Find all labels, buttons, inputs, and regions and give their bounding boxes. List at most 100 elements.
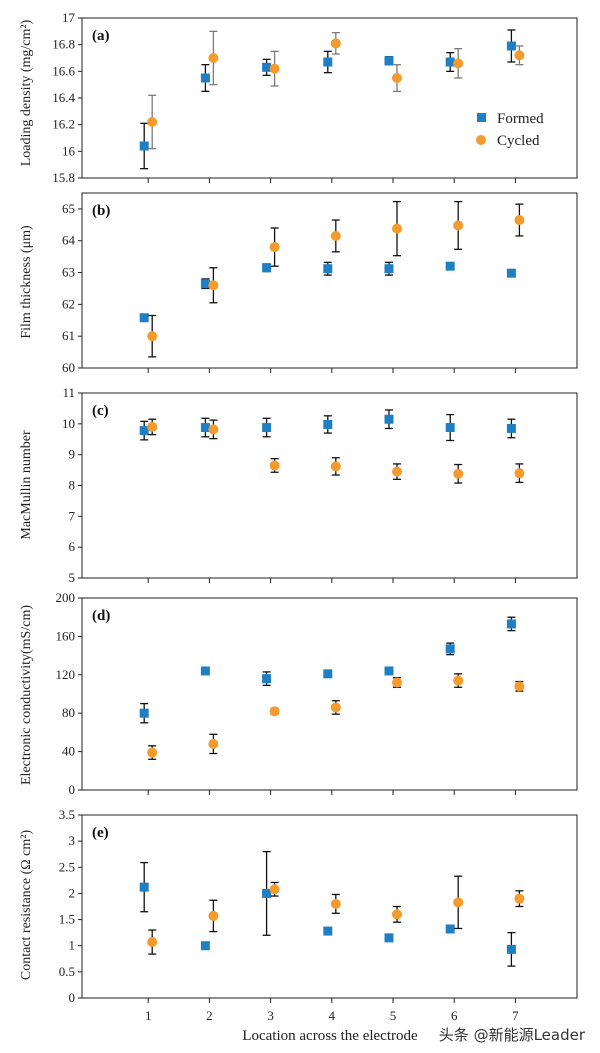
y-tick-label: 40 <box>62 744 75 759</box>
data-point-formed <box>445 924 455 934</box>
data-point-cycled <box>453 468 464 479</box>
y-tick-label: 120 <box>56 667 76 682</box>
y-axis-title: Film thickness (μm) <box>19 225 34 339</box>
data-point-formed <box>506 423 516 433</box>
data-point-formed <box>262 423 272 433</box>
x-tick-label: 1 <box>145 1008 152 1023</box>
panel-label: (d) <box>92 608 110 624</box>
data-point-cycled <box>208 53 219 63</box>
data-point-cycled <box>330 461 341 472</box>
data-point-formed <box>384 414 394 424</box>
data-point-formed <box>506 41 516 51</box>
data-point-formed <box>506 619 516 629</box>
data-point-cycled <box>269 63 280 74</box>
data-point-formed <box>139 708 149 718</box>
y-tick-label: 2.5 <box>59 859 75 874</box>
legend-label-formed: Formed <box>497 111 544 127</box>
x-tick-label: 6 <box>451 1008 458 1023</box>
data-point-cycled <box>453 897 464 908</box>
data-point-formed <box>262 674 272 684</box>
data-point-formed <box>139 313 149 323</box>
chart-panel-c: 5 6 7 8 9 10 11 MacMullin number (c) <box>19 385 578 585</box>
y-axis-title: Contact resistance (Ω cm²) <box>19 830 34 981</box>
data-point-formed <box>384 56 394 66</box>
data-point-cycled <box>147 937 158 948</box>
data-point-cycled <box>392 677 402 688</box>
chart-panel-e: 0 0.5 1 1.5 2 2.5 3 3.5 1 2 3 4 5 6 7 Contact resistanc… <box>19 807 578 1023</box>
y-tick-label: 16.2 <box>52 117 75 132</box>
y-tick-label: 7 <box>69 508 76 523</box>
data-point-cycled <box>269 884 280 895</box>
y-tick-label: 9 <box>69 447 76 462</box>
x-axis-title: Location across the electrode <box>242 1028 418 1044</box>
series-cycled <box>147 418 525 484</box>
data-point-cycled <box>453 675 464 686</box>
data-point-formed <box>200 666 210 676</box>
y-tick-label: 200 <box>56 590 76 605</box>
y-tick-label: 2 <box>69 885 76 900</box>
data-point-formed <box>323 926 333 936</box>
y-tick-label: 11 <box>62 385 75 400</box>
data-point-formed <box>262 62 272 72</box>
data-point-formed <box>200 279 210 289</box>
panel-label: (e) <box>92 825 109 841</box>
data-point-formed <box>200 941 210 951</box>
legend-marker-formed <box>477 113 486 122</box>
data-point-formed <box>323 57 333 67</box>
data-point-cycled <box>514 215 525 226</box>
legend-marker-cycled <box>476 135 486 145</box>
panel-label: (a) <box>92 28 110 44</box>
y-tick-label: 16.4 <box>52 90 75 105</box>
y-tick-label: 3.5 <box>59 807 75 822</box>
y-tick-label: 16.6 <box>52 63 75 78</box>
y-tick-label: 160 <box>56 628 76 643</box>
y-tick-label: 1.5 <box>59 912 75 927</box>
data-point-cycled <box>514 468 525 479</box>
y-tick-label: 0.5 <box>59 964 75 979</box>
data-point-formed <box>323 419 333 429</box>
y-tick-label: 64 <box>62 233 76 248</box>
data-point-cycled <box>147 747 158 758</box>
data-point-formed <box>262 263 272 273</box>
series-formed <box>139 616 516 724</box>
series-cycled <box>147 875 525 955</box>
data-point-formed <box>384 933 394 943</box>
y-tick-label: 10 <box>62 416 75 431</box>
y-axis-title: Electronic conductivity(mS/cm) <box>19 605 34 785</box>
y-tick-label: 0 <box>69 990 76 1005</box>
data-point-cycled <box>147 421 158 432</box>
y-tick-label: 62 <box>62 296 75 311</box>
y-tick-label: 17 <box>62 10 76 25</box>
data-point-cycled <box>514 681 525 692</box>
plot-frame <box>81 17 578 179</box>
series-cycled <box>147 200 525 358</box>
data-point-cycled <box>514 893 525 904</box>
watermark-text: 头条 @新能源Leader <box>439 1026 586 1044</box>
x-tick-label: 4 <box>329 1008 336 1023</box>
plot-frame <box>81 597 578 791</box>
data-point-cycled <box>330 898 341 909</box>
x-tick-label: 2 <box>206 1008 213 1023</box>
series-formed <box>139 261 516 323</box>
data-point-formed <box>139 141 149 151</box>
y-tick-label: 15.8 <box>52 170 75 185</box>
data-point-formed <box>200 423 210 433</box>
data-point-formed <box>506 944 516 954</box>
data-point-formed <box>323 669 333 679</box>
legend-label-cycled: Cycled <box>497 133 540 149</box>
series-formed <box>139 409 516 442</box>
data-point-cycled <box>392 223 402 234</box>
plot-frame <box>81 814 578 999</box>
data-point-cycled <box>330 230 341 241</box>
data-point-cycled <box>453 58 464 69</box>
y-tick-label: 61 <box>62 328 75 343</box>
data-point-cycled <box>208 738 219 749</box>
data-point-formed <box>323 264 333 274</box>
chart-panel-a: 15.8 16 16.2 16.4 16.6 16.8 17 Loading density … <box>19 10 578 185</box>
chart-panel-b: 60 61 62 63 64 65 Film thickness (μm) (b) <box>19 192 578 375</box>
data-point-cycled <box>514 50 525 61</box>
x-tick-label: 5 <box>390 1008 397 1023</box>
data-point-formed <box>384 666 394 676</box>
data-point-cycled <box>330 38 341 49</box>
